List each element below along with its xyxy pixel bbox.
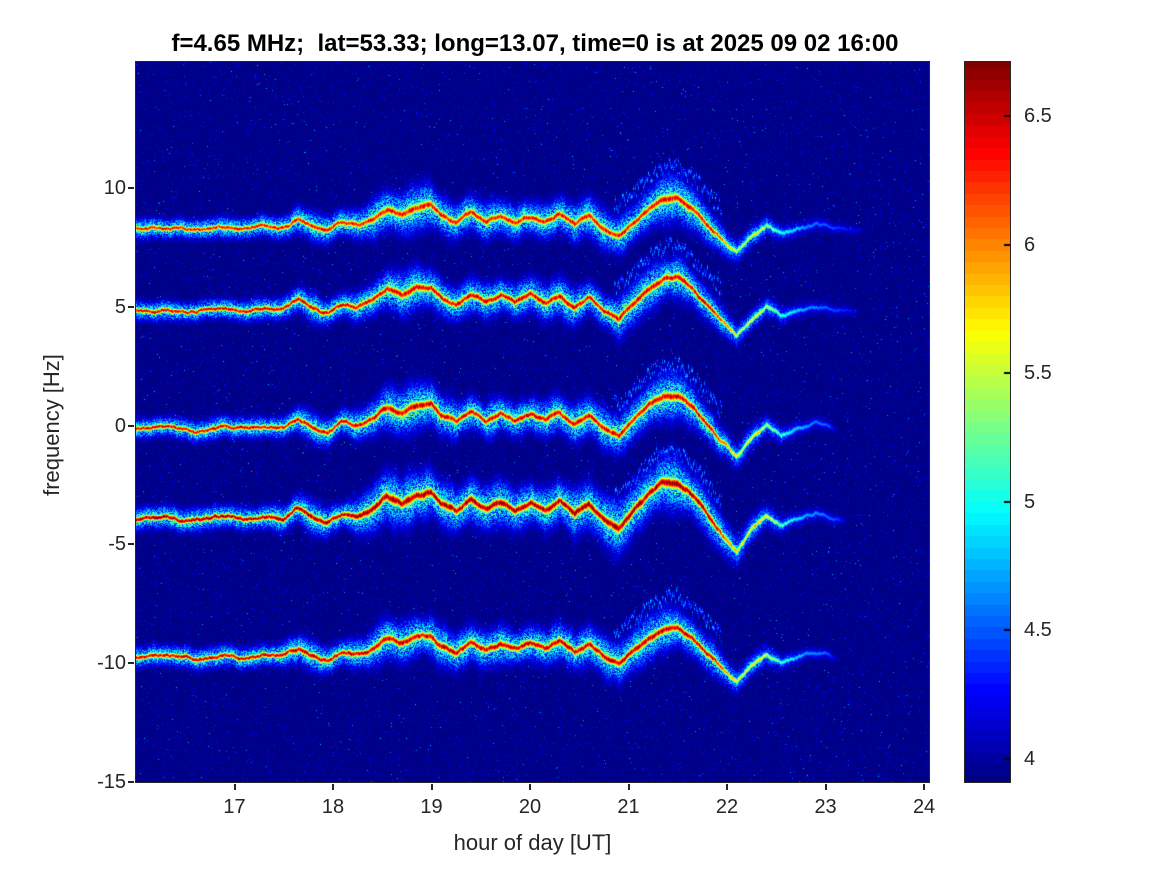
colorbar-tick-label: 5.5 <box>1024 360 1052 386</box>
y-tick-mark <box>128 425 134 427</box>
colorbar-canvas <box>965 62 1010 782</box>
y-tick-label: 0 <box>66 413 126 439</box>
colorbar-tick-label: 4.5 <box>1024 617 1052 643</box>
x-tick-label: 17 <box>205 794 265 820</box>
spectrogram-canvas <box>136 62 929 782</box>
y-tick-label: -5 <box>66 531 126 557</box>
x-tick-label: 23 <box>796 794 856 820</box>
colorbar-tick-label: 5 <box>1024 489 1035 515</box>
x-axis-label: hour of day [UT] <box>136 830 929 856</box>
x-tick-mark <box>431 784 433 790</box>
colorbar-tick-label: 6.5 <box>1024 103 1052 129</box>
x-tick-mark <box>234 784 236 790</box>
colorbar-tick-label: 6 <box>1024 232 1035 258</box>
x-tick-mark <box>529 784 531 790</box>
y-tick-mark <box>128 662 134 664</box>
x-tick-label: 22 <box>697 794 757 820</box>
x-tick-label: 19 <box>402 794 462 820</box>
doppler-spectrogram-figure: f=4.65 MHz; lat=53.33; long=13.07, time=… <box>0 0 1167 875</box>
x-tick-mark <box>923 784 925 790</box>
y-tick-label: 10 <box>66 175 126 201</box>
y-tick-mark <box>128 306 134 308</box>
y-tick-label: -15 <box>66 769 126 795</box>
y-tick-mark <box>128 781 134 783</box>
x-tick-label: 18 <box>303 794 363 820</box>
y-tick-mark <box>128 543 134 545</box>
x-tick-label: 20 <box>500 794 560 820</box>
x-tick-label: 21 <box>599 794 659 820</box>
y-tick-label: -10 <box>66 650 126 676</box>
y-axis-label: frequency [Hz] <box>39 354 65 496</box>
y-tick-mark <box>128 187 134 189</box>
x-tick-mark <box>825 784 827 790</box>
plot-area <box>135 61 930 783</box>
x-tick-mark <box>726 784 728 790</box>
x-tick-mark <box>332 784 334 790</box>
colorbar-tick-label: 4 <box>1024 746 1035 772</box>
y-tick-label: 5 <box>66 294 126 320</box>
x-tick-label: 24 <box>894 794 954 820</box>
colorbar <box>964 61 1011 783</box>
chart-title: f=4.65 MHz; lat=53.33; long=13.07, time=… <box>100 30 970 58</box>
x-tick-mark <box>628 784 630 790</box>
